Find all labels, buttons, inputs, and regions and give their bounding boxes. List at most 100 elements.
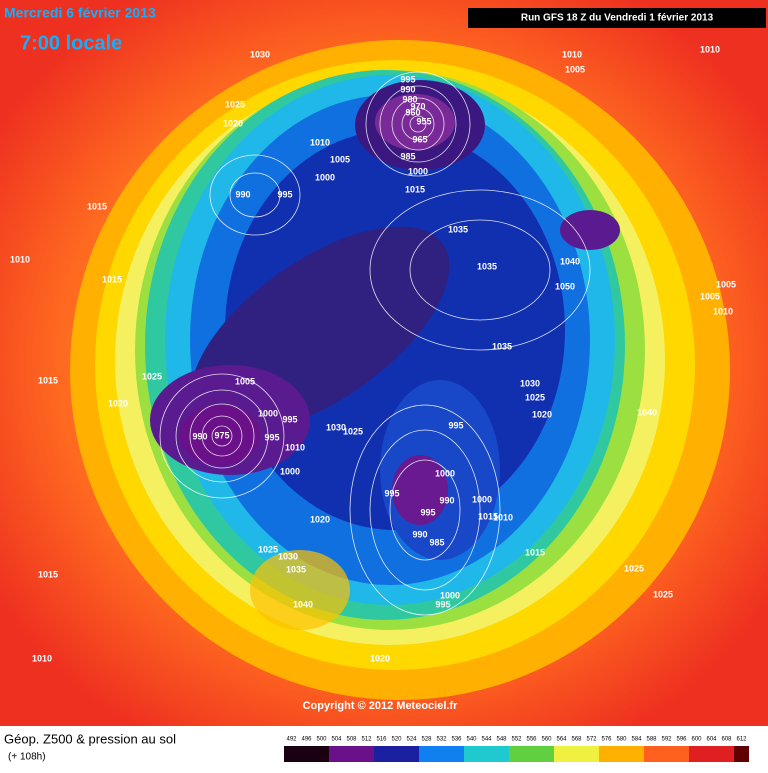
isobar-label: 1015: [478, 511, 498, 521]
isobar-label: 955: [416, 116, 431, 126]
colorbar-cell: [344, 746, 359, 762]
isobar-label: 980: [402, 94, 417, 104]
colorbar-cell: [599, 746, 614, 762]
isobar-label: 1025: [142, 371, 162, 381]
colorbar-cell: [719, 746, 734, 762]
colorbar-cell: [674, 746, 689, 762]
isobar-labels: 1030 101010051010995990980970960955965985…: [10, 44, 736, 663]
isobar-label: 1030: [326, 422, 346, 432]
colorbar-label: 588: [646, 737, 657, 743]
colorbar: 492 496 500 504 508 512 516 520 524 528 532 536 540 5…: [284, 737, 749, 762]
isobar-label: 1010: [32, 653, 52, 663]
colorbar-label: 520: [391, 737, 402, 743]
isobar-label: 995: [384, 488, 399, 498]
isobar-label: 975: [214, 430, 229, 440]
isobar-label: 1010: [285, 442, 305, 452]
colorbar-cell: [374, 746, 389, 762]
valid-time: 7:00 locale: [20, 32, 122, 54]
isobar-label: 1010: [562, 49, 582, 59]
isobar-label: 970: [410, 101, 425, 111]
isobar-label: 1000: [435, 468, 455, 478]
colorbar-cell: [284, 746, 299, 762]
colorbar-label: 612: [736, 737, 747, 743]
isobar-label: 1005: [235, 376, 255, 386]
colorbar-cell: [584, 746, 599, 762]
forecast-lead: (+ 108h): [8, 752, 46, 763]
isobar-label: 1010: [713, 306, 733, 316]
colorbar-label: 560: [541, 737, 552, 743]
colorbar-label: 568: [571, 737, 582, 743]
colorbar-cell: [509, 746, 524, 762]
colorbar-cell: [659, 746, 674, 762]
isobar-label: 995: [448, 420, 463, 430]
colorbar-label: 516: [376, 737, 387, 743]
colorbar-cell: [614, 746, 629, 762]
colorbar-label: 512: [361, 737, 372, 743]
colorbar-label: 556: [526, 737, 537, 743]
colorbar-cell: [314, 746, 329, 762]
colorbar-label: 492: [286, 737, 297, 743]
isobar-label: 1000: [258, 408, 278, 418]
isobar-label: 995: [277, 189, 292, 199]
colorbar-label: 532: [436, 737, 447, 743]
isobar-label: 1025: [343, 426, 363, 436]
colorbar-label: 524: [406, 737, 417, 743]
isobar-label: 990: [192, 431, 207, 441]
colorbar-label: 572: [586, 737, 597, 743]
valid-date: Mercredi 6 février 2013: [4, 5, 156, 21]
colorbar-cell: [329, 746, 344, 762]
isobar-label: 960: [405, 107, 420, 117]
colorbar-label: 576: [601, 737, 612, 743]
isobar-label: 995: [264, 432, 279, 442]
isobar-label: 1010: [10, 254, 30, 264]
colorbar-cell: [299, 746, 314, 762]
isobar-label: 1030: [278, 551, 298, 561]
colorbar-label: 540: [466, 737, 477, 743]
colorbar-label: 592: [661, 737, 672, 743]
isobar-label: 1035: [286, 564, 306, 574]
isobar-label: 1000: [315, 172, 335, 182]
isobar-label: 1005: [700, 291, 720, 301]
isobar-label: 1040: [560, 256, 580, 266]
footer-title: Géop. Z500 & pression au sol: [4, 731, 176, 746]
isobar-label: 1030: [250, 49, 270, 59]
colorbar-cell: [404, 746, 419, 762]
isobar-label: 1000: [408, 166, 428, 176]
isobar-label: 985: [400, 151, 415, 161]
colorbar-cell: [434, 746, 449, 762]
isobar-label: 1035: [492, 341, 512, 351]
isobar-label: 1030: [520, 378, 540, 388]
isobar-label: 1020: [532, 409, 552, 419]
isobar-label: 995: [400, 74, 415, 84]
colorbar-label: 604: [706, 737, 717, 743]
colorbar-label: 528: [421, 737, 432, 743]
isobar-label: 965: [412, 134, 427, 144]
isobar-label: 990: [400, 84, 415, 94]
colorbar-cell: [419, 746, 434, 762]
isobar-label: 1015: [38, 569, 58, 579]
isobar-label: 1010: [493, 512, 513, 522]
isobar-label: 1020: [108, 398, 128, 408]
colorbar-label: 584: [631, 737, 642, 743]
isobar-label: 1020: [370, 653, 390, 663]
isobar-label: 1040: [637, 407, 657, 417]
isobar-label: 1025: [225, 99, 245, 109]
colorbar-label: 544: [481, 737, 492, 743]
colorbar-cell: [689, 746, 704, 762]
colorbar-cell: [479, 746, 494, 762]
colorbar-cell: [704, 746, 719, 762]
isobar-label: 1035: [448, 224, 468, 234]
colorbar-cell: [464, 746, 479, 762]
colorbar-label: 580: [616, 737, 627, 743]
isobar-label: 1015: [102, 274, 122, 284]
colorbar-cell: [644, 746, 659, 762]
copyright: Copyright © 2012 Meteociel.fr: [303, 700, 459, 712]
colorbar-cell: [629, 746, 644, 762]
colorbar-label: 504: [331, 737, 342, 743]
isobar-label: 985: [429, 537, 444, 547]
isobar-label: 1050: [555, 281, 575, 291]
colorbar-cell: [389, 746, 404, 762]
colorbar-cell: [359, 746, 374, 762]
isobar-label: 1005: [565, 64, 585, 74]
isobar-label: 1005: [330, 154, 350, 164]
